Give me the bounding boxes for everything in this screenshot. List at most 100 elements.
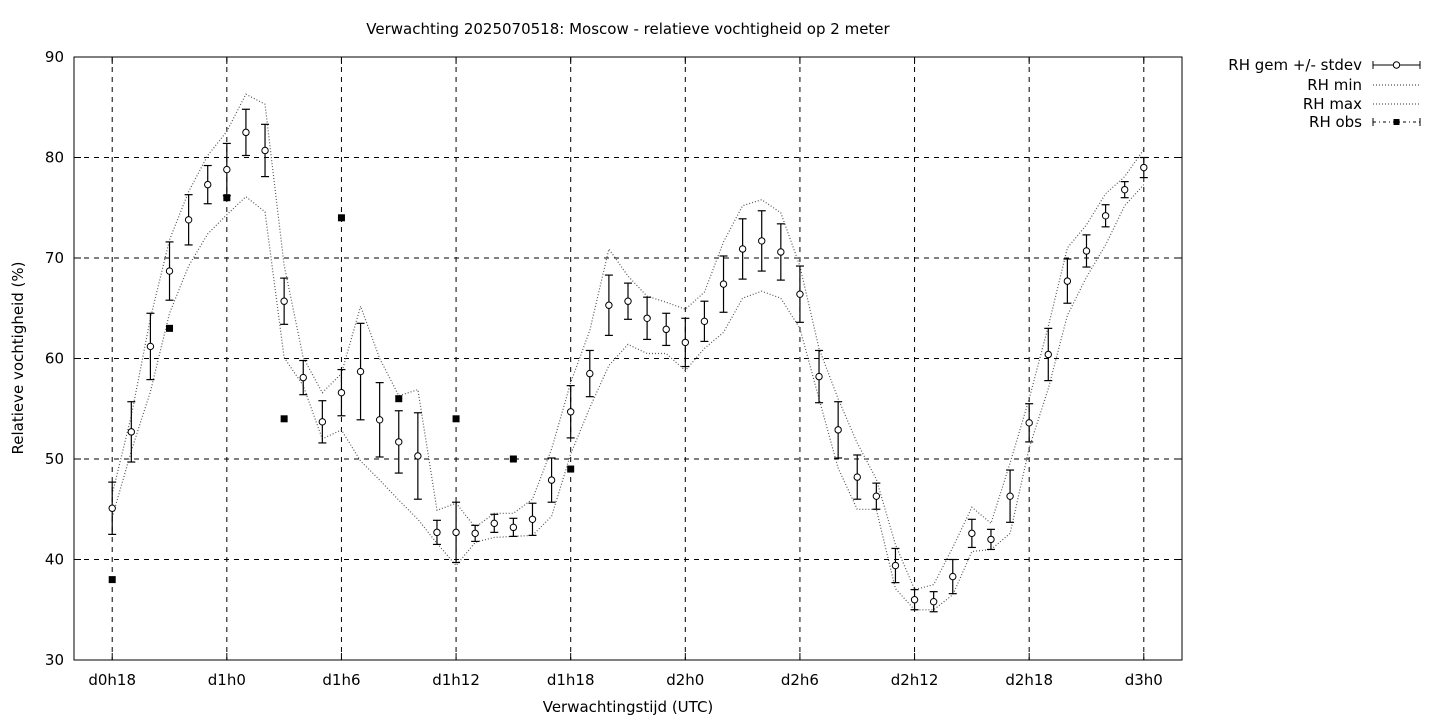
legend-label: RH obs	[1309, 113, 1362, 131]
chart-title: Verwachting 2025070518: Moscow - relatie…	[366, 20, 890, 38]
y-tick-label: 70	[45, 249, 64, 267]
grid	[74, 57, 1182, 660]
x-tick-label: d2h0	[666, 671, 704, 689]
legend-label: RH max	[1303, 95, 1362, 113]
mean-point	[605, 301, 613, 309]
obs-point	[395, 395, 403, 403]
mean-point	[1044, 350, 1052, 359]
series-min-line	[111, 184, 1145, 611]
mean-point	[1025, 419, 1033, 427]
x-tick-label: d2h12	[891, 671, 939, 689]
mean-point	[146, 342, 155, 351]
x-tick-label: d3h0	[1125, 671, 1163, 689]
x-tick-label: d2h18	[1005, 671, 1053, 689]
mean-point	[414, 452, 422, 460]
obs-point	[280, 415, 288, 423]
mean-point	[108, 504, 116, 512]
x-tick-label: d2h6	[781, 671, 819, 689]
y-tick-label: 50	[45, 450, 64, 468]
mean-point	[337, 388, 346, 397]
obs-points	[108, 194, 575, 584]
mean-point	[490, 519, 498, 528]
mean-point	[872, 492, 881, 500]
y-axis: 30 40 50 60 70 80 90	[45, 48, 1182, 669]
mean-point	[662, 325, 670, 334]
mean-point	[127, 428, 136, 436]
rh-max-line	[111, 93, 1145, 591]
mean-points	[108, 128, 1148, 606]
mean-point	[1120, 185, 1129, 194]
mean-point	[356, 367, 365, 376]
legend-symbol-square	[1393, 119, 1400, 125]
series-max-line	[111, 93, 1145, 591]
obs-point	[452, 415, 460, 423]
obs-point	[509, 455, 517, 463]
x-axis: d0h18 d1h0 d1h6 d1h12 d1h18 d2h0 d2h6 d2h12 d2h1…	[88, 57, 1163, 689]
x-tick-label: d1h18	[547, 671, 595, 689]
mean-point	[1140, 163, 1148, 172]
obs-point	[223, 194, 231, 202]
mean-point	[681, 338, 690, 347]
x-tick-label: d1h0	[208, 671, 246, 689]
mean-point	[758, 237, 766, 245]
mean-point	[528, 515, 537, 523]
mean-point	[777, 248, 785, 256]
mean-point	[1063, 277, 1072, 285]
rh-min-line	[111, 184, 1145, 611]
mean-point	[700, 317, 709, 326]
mean-point	[929, 598, 938, 606]
x-tick-label: d1h6	[322, 671, 360, 689]
mean-point	[471, 529, 479, 538]
y-tick-label: 40	[45, 551, 64, 569]
mean-point	[184, 216, 193, 224]
y-tick-label: 60	[45, 350, 64, 368]
y-tick-label: 90	[45, 48, 64, 66]
mean-point	[968, 529, 976, 538]
mean-point	[547, 476, 556, 484]
mean-point	[719, 280, 728, 288]
mean-point	[165, 267, 174, 275]
mean-point	[299, 373, 307, 382]
mean-point	[853, 473, 861, 481]
obs-point	[108, 576, 116, 584]
legend-symbol-point	[1392, 61, 1401, 69]
mean-point	[261, 146, 269, 155]
mean-point	[949, 572, 957, 581]
y-tick-label: 30	[45, 651, 64, 669]
mean-point	[433, 528, 441, 537]
mean-point	[586, 369, 594, 378]
mean-point	[891, 561, 900, 570]
mean-point	[223, 165, 231, 174]
x-tick-label: d1h12	[432, 671, 480, 689]
obs-point	[166, 324, 174, 332]
mean-point	[280, 297, 288, 305]
mean-point	[566, 408, 575, 416]
mean-point	[318, 418, 327, 426]
mean-point	[452, 528, 460, 537]
mean-point	[910, 596, 919, 604]
mean-point	[242, 128, 250, 137]
mean-point	[624, 297, 632, 305]
y-tick-label: 80	[45, 149, 64, 167]
obs-point	[337, 214, 345, 222]
mean-point	[643, 314, 651, 322]
mean-point	[796, 290, 804, 298]
mean-point	[375, 416, 384, 424]
mean-point	[987, 535, 995, 544]
legend-label: RH gem +/- stdev	[1228, 56, 1362, 74]
mean-point	[834, 426, 842, 434]
mean-point	[1006, 492, 1014, 500]
mean-point	[1101, 212, 1110, 220]
mean-point	[1082, 247, 1091, 255]
mean-point	[395, 438, 403, 446]
mean-point	[509, 523, 518, 532]
mean-point	[204, 180, 212, 189]
y-axis-label: Relatieve vochtigheid (%)	[9, 261, 27, 454]
mean-point	[738, 245, 747, 253]
x-axis-label: Verwachtingstijd (UTC)	[543, 698, 714, 716]
legend-label: RH min	[1307, 76, 1362, 94]
mean-point	[815, 372, 823, 381]
obs-point	[567, 465, 575, 473]
